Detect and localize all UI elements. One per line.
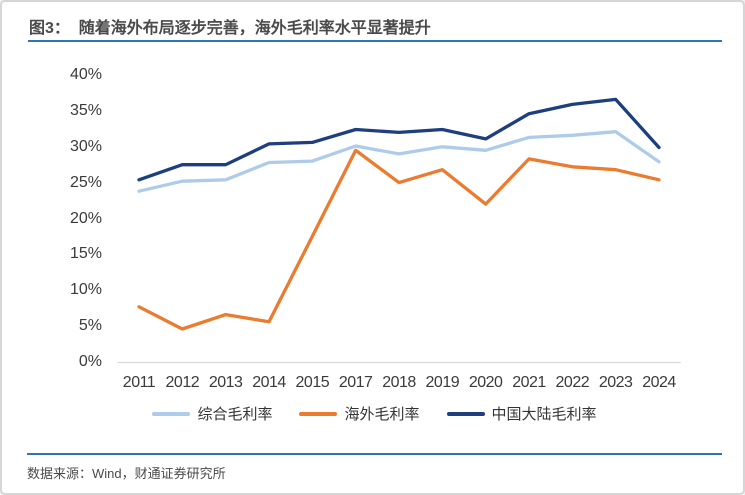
y-tick-label: 0% [78, 353, 102, 370]
x-tick-label: 2013 [208, 374, 243, 391]
chart-legend: 综合毛利率 海外毛利率 中国大陆毛利率 [2, 403, 743, 424]
legend-label: 海外毛利率 [344, 406, 420, 423]
y-tick-label: 5% [78, 317, 102, 335]
y-tick-label: 30% [69, 137, 102, 155]
y-tick-label: 25% [69, 173, 102, 191]
x-tick-label: 2015 [295, 374, 330, 391]
figure-title: 图3： 随着海外布局逐步完善，海外毛利率水平显著提升 [29, 20, 431, 37]
y-tick-label: 40% [69, 66, 102, 83]
title-underline [28, 40, 722, 42]
x-tick-label: 2023 [598, 374, 633, 391]
data-source: 数据来源：Wind，财通证券研究所 [27, 466, 226, 481]
series-line-overall-gross-margin [137, 130, 661, 193]
x-tick-label: 2018 [382, 374, 416, 391]
legend-swatch-mainland-china-gross-margin [446, 411, 485, 416]
legend-item-overseas-gross-margin: 海外毛利率 [299, 403, 420, 424]
series-line-mainland-china-gross-margin [137, 97, 661, 182]
x-tick-label: 2021 [512, 374, 546, 391]
x-tick-label: 2024 [642, 374, 676, 391]
legend-swatch-overall-gross-margin [152, 411, 191, 416]
x-tick-label: 2017 [338, 374, 373, 391]
y-tick-label: 35% [69, 101, 102, 119]
y-tick-label: 15% [69, 245, 102, 263]
x-tick-label: 2019 [425, 374, 460, 391]
y-tick-label: 10% [69, 281, 102, 299]
x-tick-label: 2014 [252, 374, 286, 391]
x-tick-label: 2020 [468, 374, 503, 391]
legend-label: 综合毛利率 [197, 406, 273, 423]
legend-label: 中国大陆毛利率 [491, 406, 597, 423]
x-tick-label: 2022 [555, 374, 590, 391]
y-tick-label: 20% [69, 209, 102, 227]
footer-rule [27, 453, 722, 455]
legend-item-mainland-china-gross-margin: 中国大陆毛利率 [446, 403, 597, 424]
legend-swatch-overseas-gross-margin [299, 411, 338, 416]
x-tick-label: 2012 [165, 374, 200, 391]
legend-item-overall-gross-margin: 综合毛利率 [152, 403, 272, 424]
series-line-overseas-gross-margin [137, 148, 661, 331]
x-tick-label: 2011 [122, 374, 156, 391]
